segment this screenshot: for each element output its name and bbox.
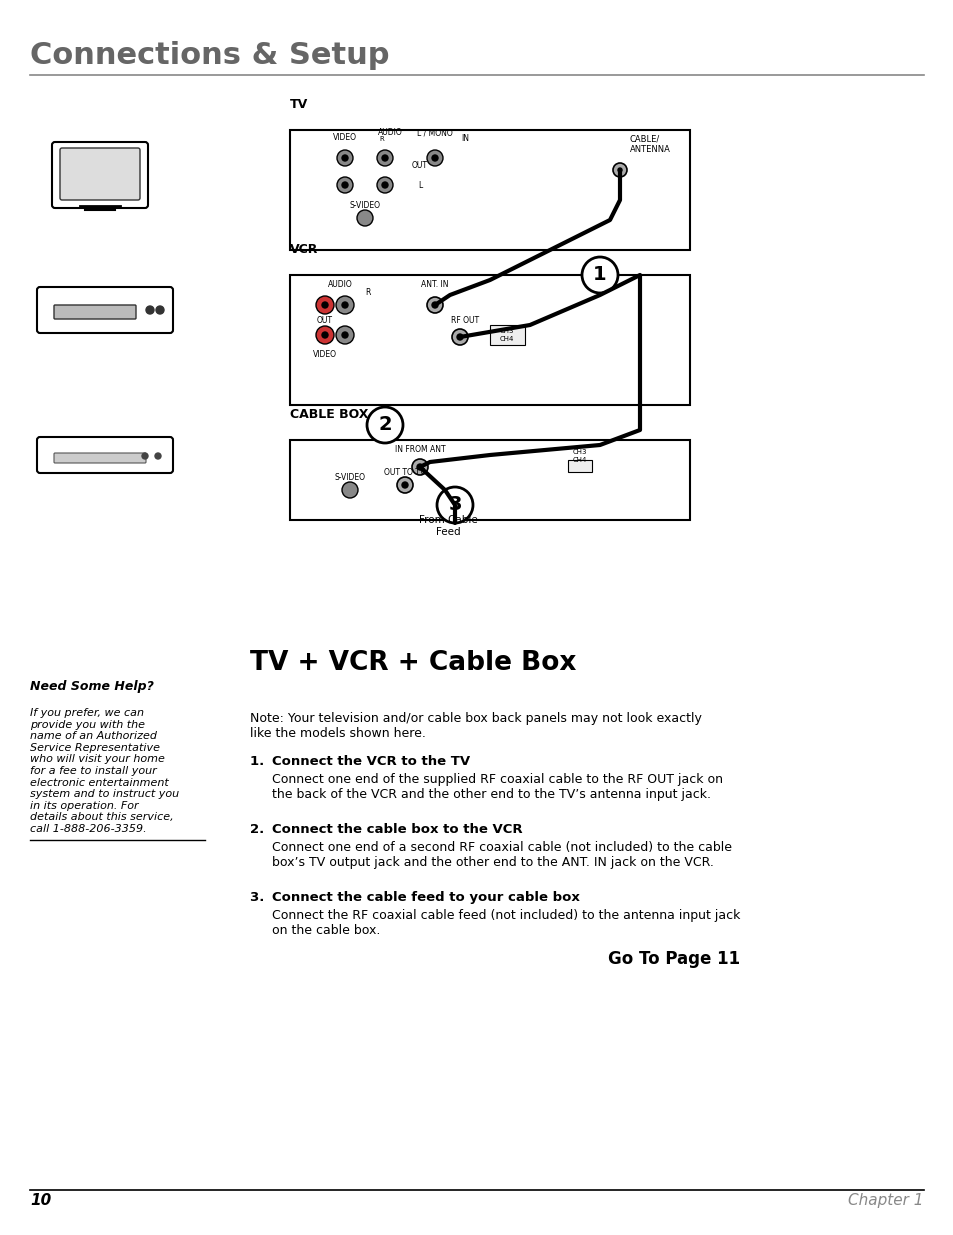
Circle shape [336, 149, 353, 165]
Text: Chapter 1: Chapter 1 [847, 1193, 923, 1208]
Text: IN: IN [460, 135, 469, 143]
Text: 1: 1 [593, 266, 606, 284]
Circle shape [335, 326, 354, 345]
FancyBboxPatch shape [54, 453, 146, 463]
Text: CH4: CH4 [572, 457, 587, 463]
FancyBboxPatch shape [60, 148, 140, 200]
Circle shape [336, 177, 353, 193]
Text: R: R [365, 288, 370, 296]
FancyBboxPatch shape [37, 437, 172, 473]
Circle shape [396, 477, 413, 493]
Text: IN FROM ANT: IN FROM ANT [395, 445, 445, 454]
FancyBboxPatch shape [290, 440, 689, 520]
Text: RF OUT: RF OUT [451, 316, 478, 325]
Circle shape [456, 333, 462, 340]
FancyBboxPatch shape [290, 130, 689, 249]
Text: Connect the cable box to the VCR: Connect the cable box to the VCR [272, 823, 522, 836]
Text: VIDEO: VIDEO [313, 350, 336, 359]
Text: 1.: 1. [250, 755, 274, 768]
Circle shape [436, 487, 473, 522]
Circle shape [618, 168, 621, 172]
Text: Connect one end of the supplied RF coaxial cable to the RF OUT jack on
the back : Connect one end of the supplied RF coaxi… [272, 773, 722, 802]
FancyBboxPatch shape [54, 305, 136, 319]
Text: If you prefer, we can
provide you with the
name of an Authorized
Service Represe: If you prefer, we can provide you with t… [30, 708, 179, 834]
Text: S-VIDEO: S-VIDEO [349, 201, 380, 210]
Text: CABLE BOX: CABLE BOX [290, 408, 368, 421]
Circle shape [146, 306, 153, 314]
FancyBboxPatch shape [290, 275, 689, 405]
Circle shape [335, 296, 354, 314]
Text: OUT: OUT [316, 316, 333, 325]
Text: From Cable
Feed: From Cable Feed [418, 515, 476, 537]
Circle shape [315, 326, 334, 345]
Text: 2.: 2. [250, 823, 274, 836]
Text: 2: 2 [377, 415, 392, 435]
Circle shape [412, 459, 428, 475]
Circle shape [376, 149, 393, 165]
Circle shape [432, 303, 437, 308]
Text: CH3: CH3 [499, 329, 514, 333]
Circle shape [581, 257, 618, 293]
Text: L / MONO: L / MONO [416, 128, 453, 137]
Text: 3.: 3. [250, 890, 274, 904]
Text: Note: Your television and/or cable box back panels may not look exactly
like the: Note: Your television and/or cable box b… [250, 713, 701, 740]
Text: VCR: VCR [290, 243, 318, 256]
Circle shape [427, 296, 442, 312]
Circle shape [322, 303, 328, 308]
FancyBboxPatch shape [52, 142, 148, 207]
Text: L: L [417, 182, 421, 190]
Text: OUT TO TV: OUT TO TV [384, 468, 425, 477]
Circle shape [341, 182, 348, 188]
Circle shape [401, 482, 408, 488]
Circle shape [356, 210, 373, 226]
Circle shape [156, 306, 164, 314]
Text: S-VIDEO: S-VIDEO [335, 473, 365, 482]
Text: Connections & Setup: Connections & Setup [30, 41, 389, 69]
Text: Connect the RF coaxial cable feed (not included) to the antenna input jack
on th: Connect the RF coaxial cable feed (not i… [272, 909, 740, 937]
Circle shape [341, 482, 357, 498]
Circle shape [341, 332, 348, 338]
Text: TV + VCR + Cable Box: TV + VCR + Cable Box [250, 650, 576, 676]
Circle shape [381, 182, 388, 188]
Text: AUDIO: AUDIO [377, 128, 402, 137]
Circle shape [376, 177, 393, 193]
Text: TV: TV [290, 98, 308, 111]
Circle shape [367, 408, 402, 443]
Text: ANT. IN: ANT. IN [421, 280, 448, 289]
Circle shape [432, 156, 437, 161]
Circle shape [154, 453, 161, 459]
Text: CH3: CH3 [572, 450, 587, 454]
Circle shape [452, 329, 468, 345]
Text: CH4: CH4 [499, 336, 514, 342]
Text: Connect one end of a second RF coaxial cable (not included) to the cable
box’s T: Connect one end of a second RF coaxial c… [272, 841, 731, 869]
Text: CABLE/
ANTENNA: CABLE/ ANTENNA [629, 135, 670, 154]
Circle shape [341, 303, 348, 308]
Text: 3: 3 [448, 495, 461, 515]
Text: VIDEO: VIDEO [333, 133, 356, 142]
Text: Need Some Help?: Need Some Help? [30, 680, 153, 693]
Circle shape [322, 332, 328, 338]
Text: Go To Page 11: Go To Page 11 [607, 950, 740, 968]
FancyBboxPatch shape [37, 287, 172, 333]
Circle shape [416, 464, 422, 471]
Circle shape [341, 156, 348, 161]
Circle shape [427, 149, 442, 165]
Text: 10: 10 [30, 1193, 51, 1208]
Circle shape [315, 296, 334, 314]
Text: Connect the VCR to the TV: Connect the VCR to the TV [272, 755, 470, 768]
Circle shape [381, 156, 388, 161]
Circle shape [613, 163, 626, 177]
FancyBboxPatch shape [490, 325, 524, 345]
Text: AUDIO: AUDIO [327, 280, 352, 289]
Text: Connect the cable feed to your cable box: Connect the cable feed to your cable box [272, 890, 579, 904]
Text: R: R [379, 136, 384, 142]
Circle shape [142, 453, 148, 459]
Text: OUT: OUT [412, 161, 428, 170]
FancyBboxPatch shape [567, 459, 592, 472]
